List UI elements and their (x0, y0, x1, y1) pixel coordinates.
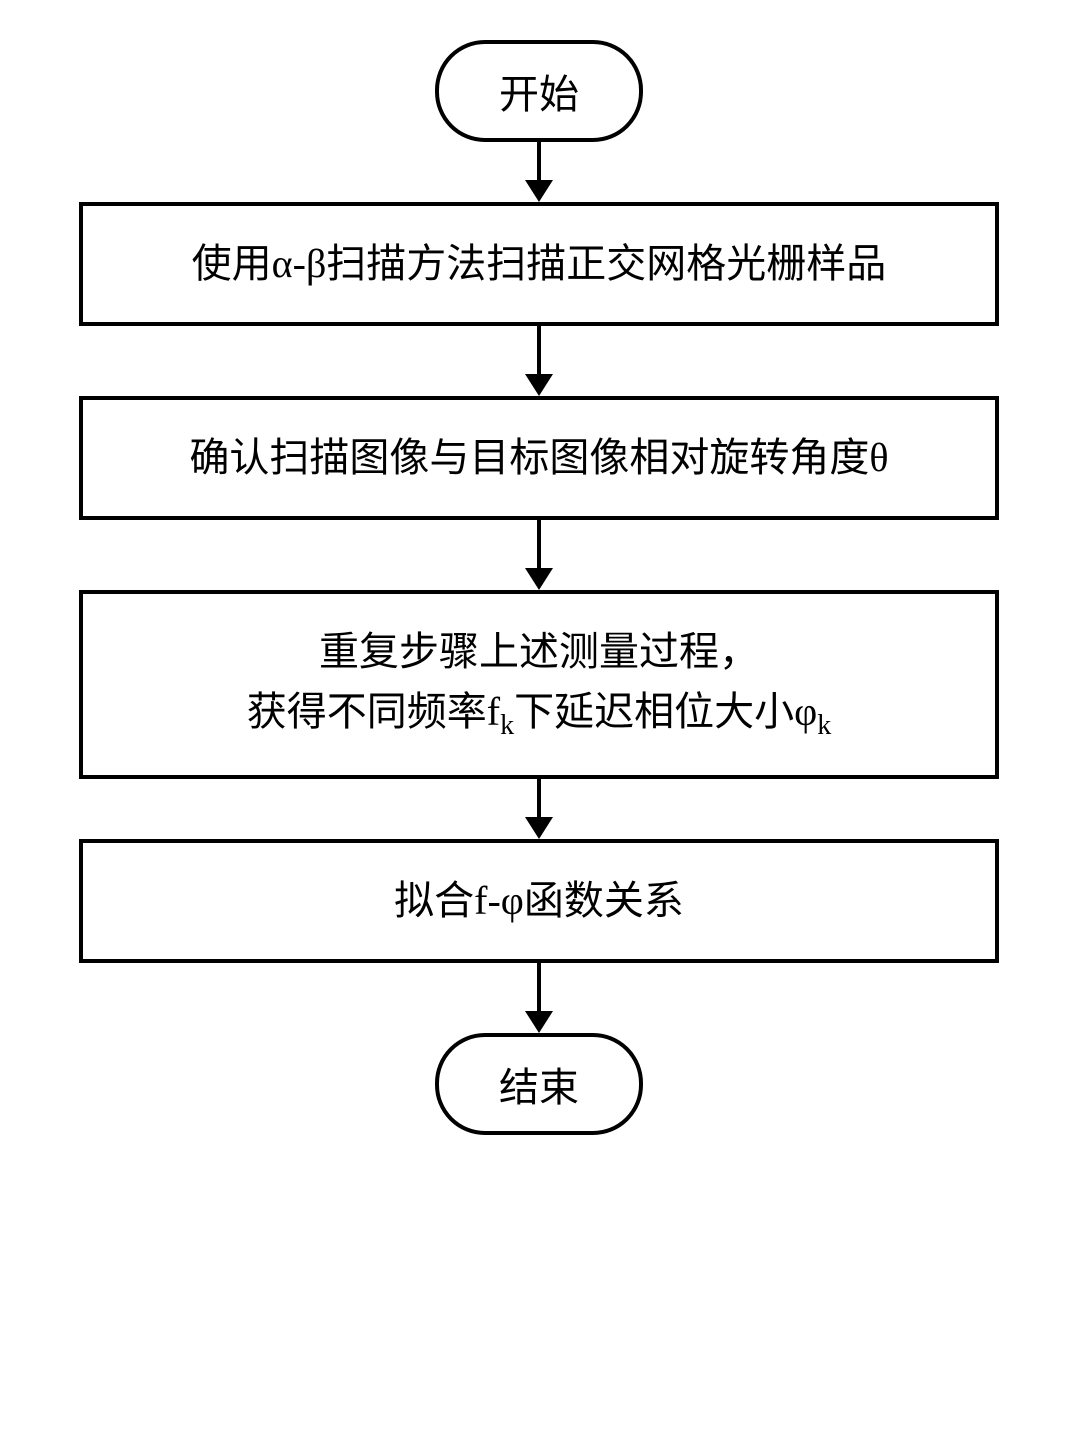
step1-text: 使用α-β扫描方法扫描正交网格光栅样品 (192, 234, 887, 294)
step3-line2-prefix: 获得不同频率f (247, 689, 500, 734)
arrow-step1-step2 (525, 326, 553, 396)
arrow-stem (537, 142, 541, 181)
start-node: 开始 (435, 40, 643, 142)
arrow-stem (537, 326, 541, 375)
end-label: 结束 (499, 1055, 579, 1113)
arrow-step3-step4 (525, 779, 553, 839)
step4-text: 拟合f-φ函数关系 (394, 871, 684, 931)
arrow-head-icon (525, 1011, 553, 1033)
arrow-head-icon (525, 374, 553, 396)
step3-sub-k1: k (500, 710, 514, 741)
arrow-stem (537, 963, 541, 1012)
arrow-head-icon (525, 568, 553, 590)
arrow-stem (537, 779, 541, 818)
flowchart-container: 开始 使用α-β扫描方法扫描正交网格光栅样品 确认扫描图像与目标图像相对旋转角度… (79, 40, 999, 1135)
step3-node: 重复步骤上述测量过程， 获得不同频率fk下延迟相位大小φk (79, 590, 999, 779)
step1-node: 使用α-β扫描方法扫描正交网格光栅样品 (79, 202, 999, 326)
arrow-start-step1 (525, 142, 553, 202)
step2-text: 确认扫描图像与目标图像相对旋转角度θ (189, 428, 888, 488)
step2-node: 确认扫描图像与目标图像相对旋转角度θ (79, 396, 999, 520)
arrow-step4-end (525, 963, 553, 1033)
arrow-stem (537, 520, 541, 569)
arrow-head-icon (525, 180, 553, 202)
step3-line2-mid: 下延迟相位大小φ (514, 689, 817, 734)
step3-line1: 重复步骤上述测量过程， (319, 622, 759, 682)
step3-sub-k2: k (817, 710, 831, 741)
end-node: 结束 (435, 1033, 643, 1135)
arrow-head-icon (525, 817, 553, 839)
start-label: 开始 (499, 62, 579, 120)
step4-node: 拟合f-φ函数关系 (79, 839, 999, 963)
arrow-step2-step3 (525, 520, 553, 590)
step3-line2: 获得不同频率fk下延迟相位大小φk (247, 682, 831, 747)
